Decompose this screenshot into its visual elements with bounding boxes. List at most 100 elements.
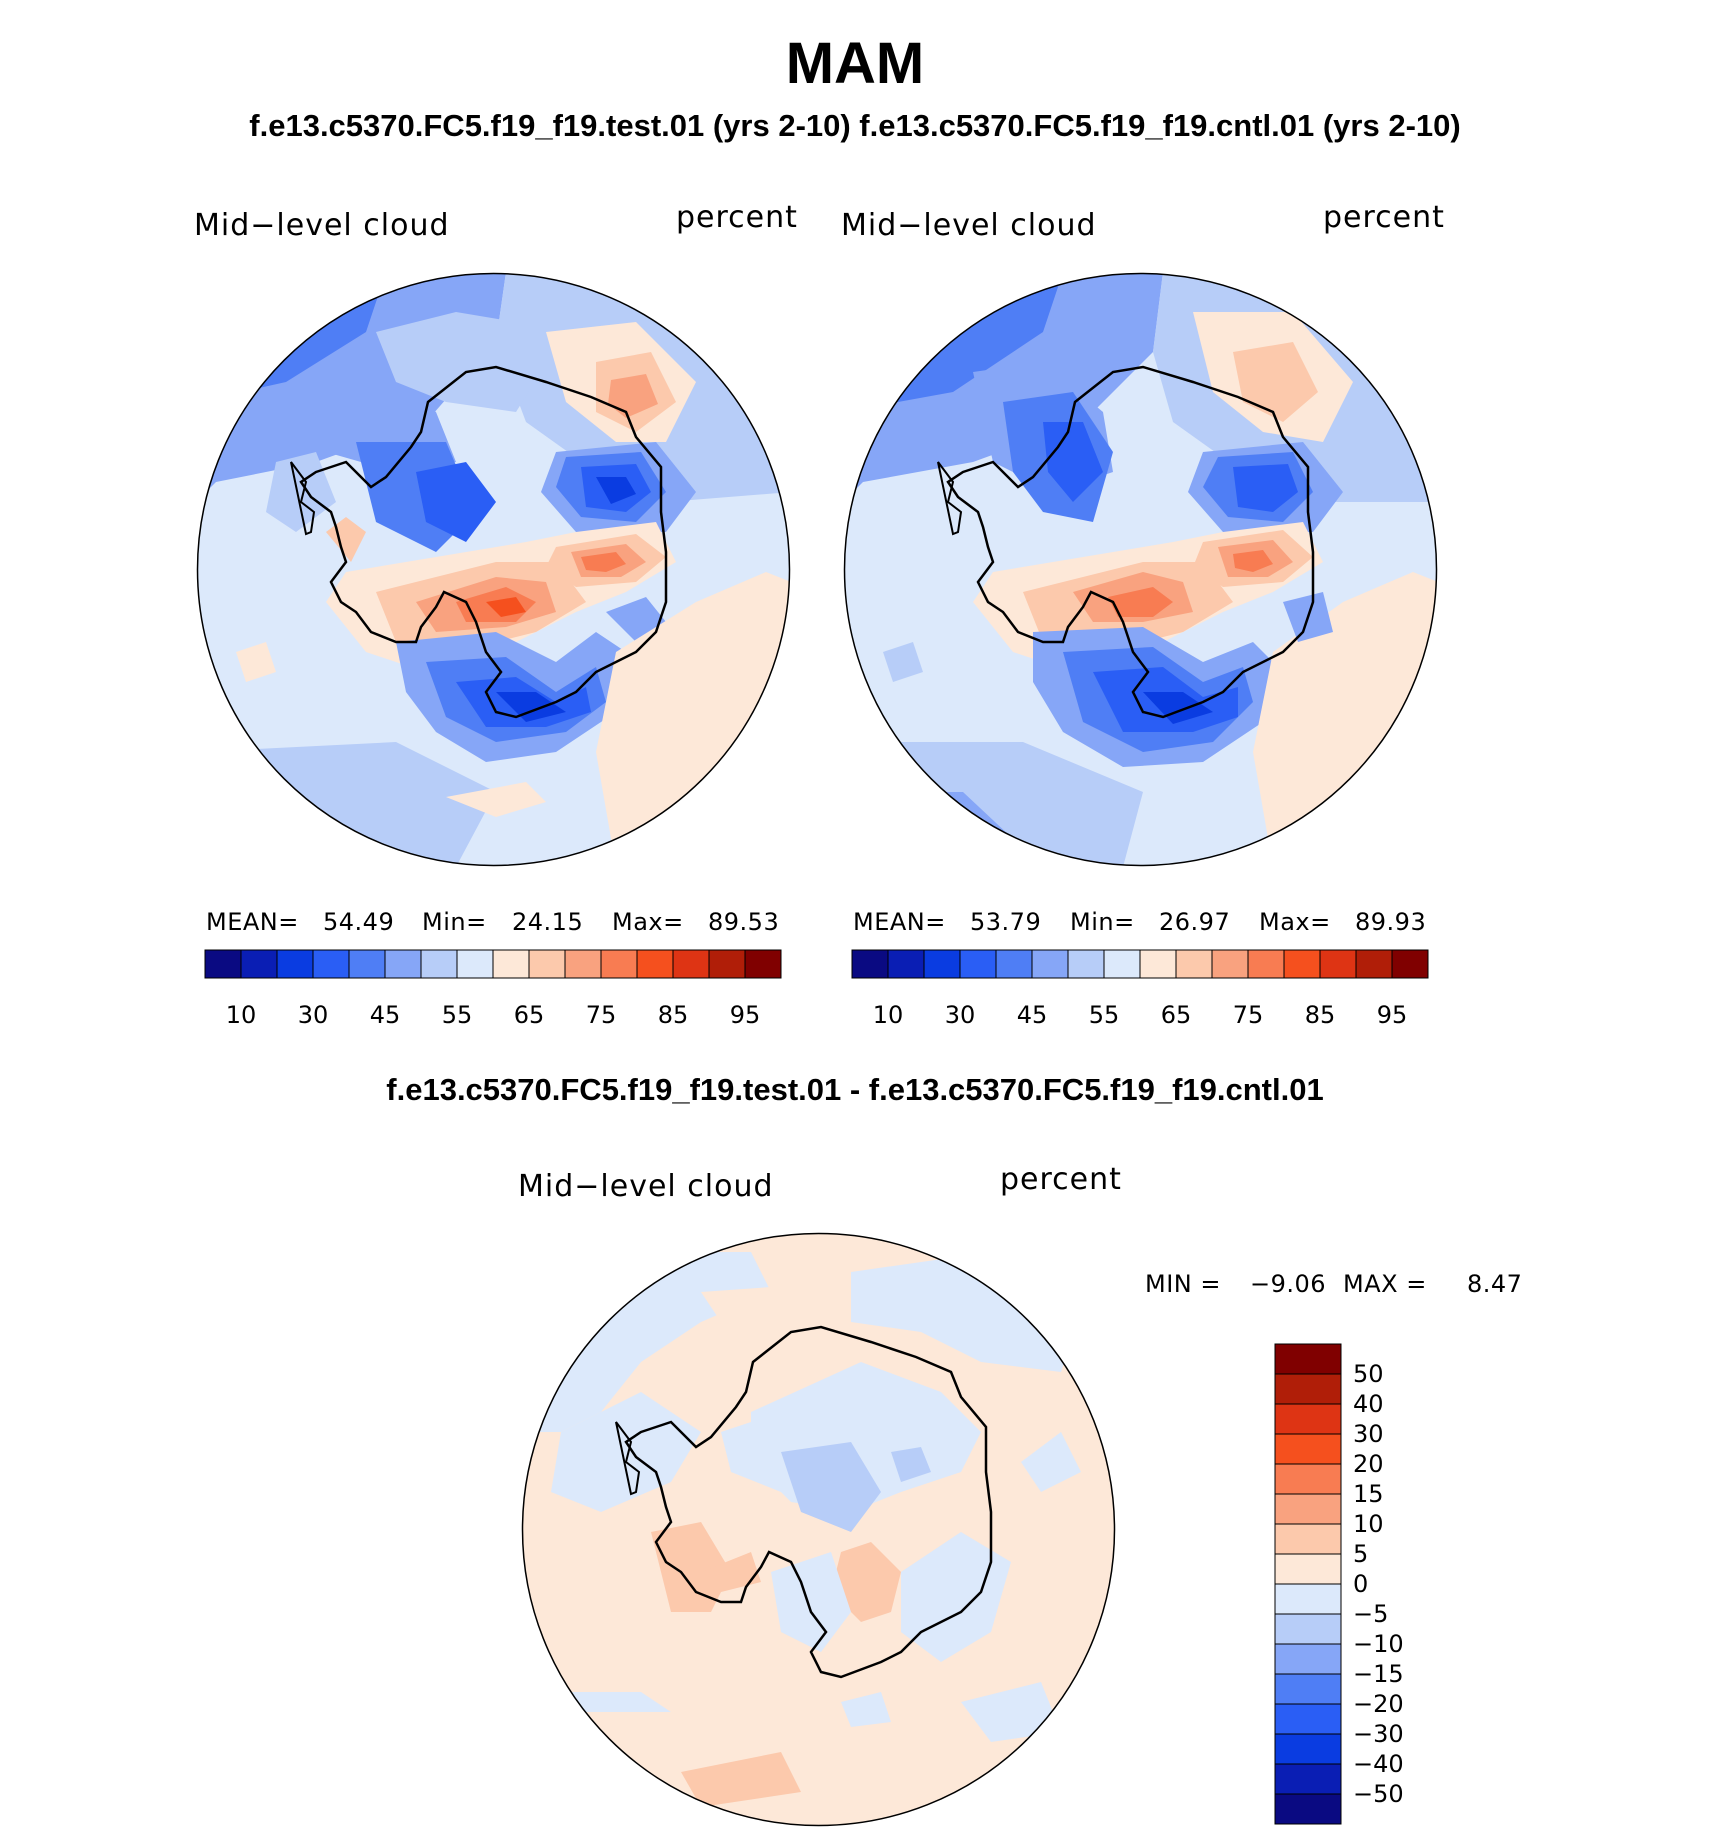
test-mean-value: 54.49 (323, 908, 395, 936)
colorbar-tick-label: −10 (1353, 1630, 1404, 1658)
colorbar-tick-label: 65 (514, 1001, 545, 1029)
colorbar-swatch (1139, 949, 1177, 979)
colorbar-swatch (1274, 1373, 1342, 1405)
cntl-max-value: 89.93 (1355, 908, 1427, 936)
colorbar-tick-label: 30 (298, 1001, 329, 1029)
colorbar-swatch (959, 949, 997, 979)
colorbar-swatch (672, 949, 710, 979)
colorbar-tick-label: 50 (1353, 1360, 1384, 1388)
colorbar-swatch (1274, 1493, 1342, 1525)
test-min-label: Min= (422, 908, 487, 936)
colorbar-swatch (708, 949, 746, 979)
colorbar-swatch (528, 949, 566, 979)
colorbar-tick-label: 30 (1353, 1420, 1384, 1448)
colorbar-tick-label: 10 (873, 1001, 904, 1029)
colorbar-tick-label: −40 (1353, 1750, 1404, 1778)
colorbar-swatch (1274, 1433, 1342, 1465)
colorbar-swatch (1274, 1793, 1342, 1825)
colorbar-swatch (1211, 949, 1249, 979)
colorbar-tick-label: 5 (1353, 1540, 1368, 1568)
colorbar-tick-label: 65 (1161, 1001, 1192, 1029)
colorbar-swatch (887, 949, 925, 979)
colorbar-tick-label: 95 (1377, 1001, 1408, 1029)
colorbar-swatch (1247, 949, 1285, 979)
diff-units-label: percent (1000, 1162, 1122, 1197)
cntl-colorbar: 10 30 45 55 65 75 85 95 (851, 949, 1429, 1029)
colorbar-tick-label: 20 (1353, 1450, 1384, 1478)
colorbar-swatch (384, 949, 422, 979)
colorbar-tick-label: −30 (1353, 1720, 1404, 1748)
colorbar-tick-label: −50 (1353, 1780, 1404, 1808)
diff-max-label: MAX = (1343, 1270, 1427, 1298)
colorbar-swatch (1274, 1523, 1342, 1555)
colorbar-tick-label: 45 (370, 1001, 401, 1029)
colorbar-swatch (1391, 949, 1429, 979)
test-units-label: percent (676, 200, 798, 235)
colorbar-tick-label: 30 (945, 1001, 976, 1029)
colorbar-swatch (1274, 1643, 1342, 1675)
colorbar-swatch (636, 949, 674, 979)
colorbar-tick-label: −5 (1353, 1600, 1388, 1628)
colorbar-tick-label: 95 (730, 1001, 761, 1029)
diff-polar-map (521, 1232, 1116, 1827)
colorbar-swatch (1274, 1703, 1342, 1735)
colorbar-swatch (1283, 949, 1321, 979)
colorbar-swatch (995, 949, 1033, 979)
colorbar-swatch (1274, 1583, 1342, 1615)
cntl-mean-value: 53.79 (970, 908, 1042, 936)
colorbar-swatch (1274, 1763, 1342, 1795)
cntl-units-label: percent (1323, 200, 1445, 235)
colorbar-swatch (276, 949, 314, 979)
cntl-mean-label: MEAN= (853, 908, 946, 936)
test-colorbar: 10 30 45 55 65 75 85 95 (204, 949, 782, 1029)
colorbar-swatch (923, 949, 961, 979)
colorbar-swatch (1067, 949, 1105, 979)
cntl-max-label: Max= (1259, 908, 1331, 936)
colorbar-swatch (1274, 1343, 1342, 1375)
colorbar-swatch (1274, 1733, 1342, 1765)
colorbar-tick-label: 55 (1089, 1001, 1120, 1029)
colorbar-swatch (1274, 1673, 1342, 1705)
colorbar-swatch (1319, 949, 1357, 979)
colorbar-swatch (240, 949, 278, 979)
colorbar-tick-label: 55 (442, 1001, 473, 1029)
colorbar-swatch (564, 949, 602, 979)
colorbar-swatch (1355, 949, 1393, 979)
colorbar-tick-label: −15 (1353, 1660, 1404, 1688)
colorbar-tick-label: 15 (1353, 1480, 1384, 1508)
colorbar-tick-label: 40 (1353, 1390, 1384, 1418)
colorbar-swatch (456, 949, 494, 979)
cntl-variable-label: Mid−level cloud (841, 208, 1097, 243)
colorbar-swatch (1274, 1553, 1342, 1585)
diff-min-value: −9.06 (1250, 1270, 1327, 1298)
colorbar-swatch (1274, 1463, 1342, 1495)
colorbar-swatch (1175, 949, 1213, 979)
colorbar-swatch (1274, 1613, 1342, 1645)
colorbar-swatch (1103, 949, 1141, 979)
colorbar-swatch (492, 949, 530, 979)
test-polar-map (196, 272, 791, 867)
test-max-value: 89.53 (708, 908, 780, 936)
colorbar-tick-label: −20 (1353, 1690, 1404, 1718)
cntl-min-value: 26.97 (1159, 908, 1231, 936)
colorbar-tick-label: 10 (1353, 1510, 1384, 1538)
diff-header: f.e13.c5370.FC5.f19_f19.test.01 - f.e13.… (386, 1072, 1324, 1107)
test-min-value: 24.15 (512, 908, 584, 936)
diff-min-label: MIN = (1145, 1270, 1221, 1298)
colorbar-swatch (204, 949, 242, 979)
colorbar-tick-label: 10 (226, 1001, 257, 1029)
colorbar-tick-label: 75 (1233, 1001, 1264, 1029)
colorbar-tick-label: 0 (1353, 1570, 1368, 1598)
colorbar-swatch (1274, 1403, 1342, 1435)
colorbar-swatch (348, 949, 386, 979)
test-mean-label: MEAN= (206, 908, 299, 936)
colorbar-swatch (1031, 949, 1069, 979)
colorbar-tick-label: 85 (1305, 1001, 1336, 1029)
cntl-min-label: Min= (1070, 908, 1135, 936)
colorbar-swatch (420, 949, 458, 979)
colorbar-tick-label: 45 (1017, 1001, 1048, 1029)
colorbar-swatch (744, 949, 782, 979)
colorbar-tick-label: 75 (586, 1001, 617, 1029)
figure-title: MAM (785, 31, 925, 96)
